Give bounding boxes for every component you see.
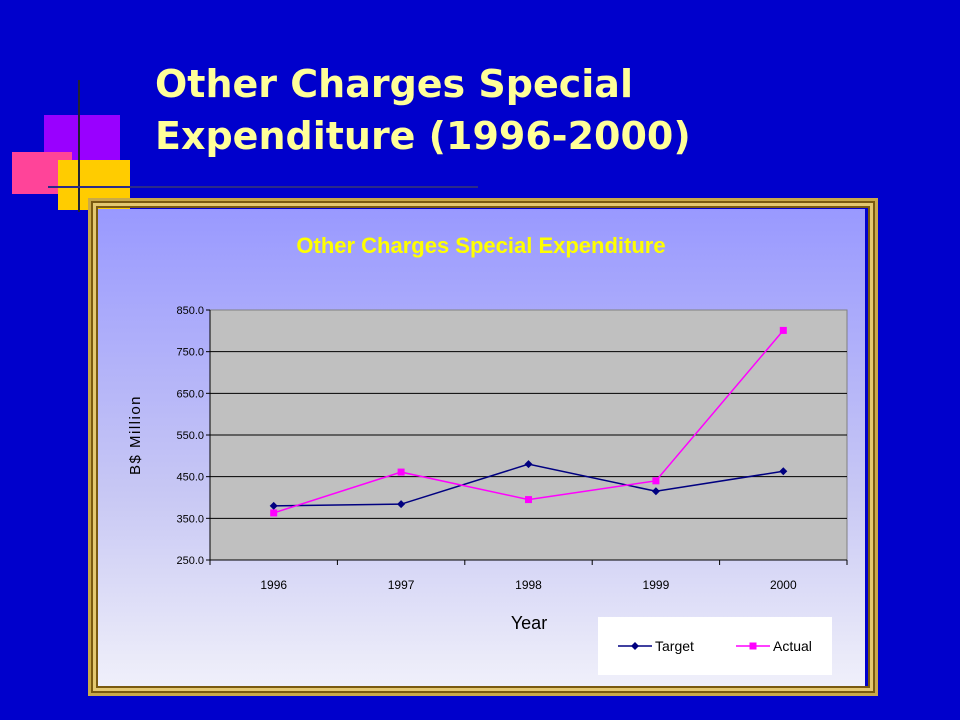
decorative-line-horizontal (48, 186, 478, 188)
data-point-target (397, 500, 406, 509)
slide-title: Other Charges Special Expenditure (1996-… (155, 58, 935, 162)
y-tick-label: 350.0 (176, 513, 204, 525)
y-tick-label: 550.0 (176, 430, 204, 442)
data-point-actual (652, 477, 660, 485)
data-point-actual (270, 509, 278, 517)
data-point-actual (525, 496, 532, 504)
x-axis-label: Year (511, 613, 547, 633)
data-point-actual (779, 326, 787, 334)
decorative-line-vertical (78, 80, 80, 212)
slide-title-line-2: Expenditure (1996-2000) (155, 114, 691, 158)
data-point-actual (397, 468, 405, 476)
decorative-square-yellow (58, 160, 130, 210)
y-tick-label: 650.0 (176, 388, 204, 400)
legend-label-target: Target (655, 638, 694, 654)
chart-title: Other Charges Special Expenditure (296, 233, 665, 258)
chart-area: Other Charges Special Expenditure 850.0 75… (98, 209, 865, 686)
y-axis-label: B$ Million (127, 395, 144, 475)
y-tick-label: 250.0 (176, 555, 204, 567)
y-tick-label: 450.0 (176, 472, 204, 484)
legend-label-actual: Actual (773, 638, 812, 654)
legend-marker-actual (749, 642, 757, 650)
y-tick-label: 750.0 (176, 347, 204, 359)
x-tick-label: 1999 (643, 578, 670, 592)
slide-title-line-1: Other Charges Special (155, 62, 633, 106)
legend-marker-target (631, 642, 639, 650)
x-tick-label: 2000 (770, 578, 797, 592)
data-point-target (779, 467, 788, 476)
x-tick-label: 1997 (388, 578, 415, 592)
y-tick-label: 850.0 (176, 305, 204, 317)
data-point-target (524, 460, 533, 469)
chart-frame (88, 198, 878, 696)
x-tick-label: 1996 (260, 578, 287, 592)
data-point-target (269, 501, 278, 510)
x-tick-label: 1998 (515, 578, 542, 592)
data-point-target (651, 487, 660, 496)
line-chart: Other Charges Special Expenditure 850.0 75… (127, 233, 848, 675)
